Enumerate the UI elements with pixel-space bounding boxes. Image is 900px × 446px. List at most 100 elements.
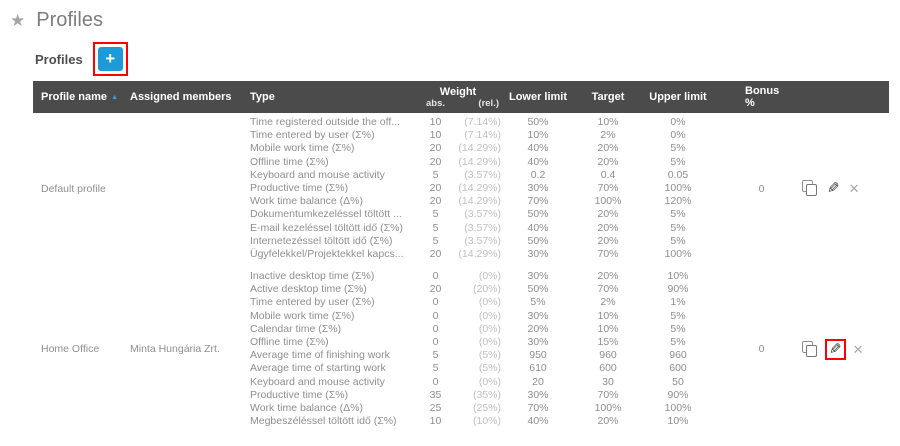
profile-group: Home Office Minta Hungária Zrt. Inactive…: [33, 270, 889, 428]
cell-upper: 10%: [667, 415, 689, 428]
edit-profile-icon[interactable]: ✎: [829, 340, 842, 358]
header-target: Target: [591, 91, 625, 103]
cell-rel: (0%): [478, 270, 501, 283]
cell-abs: 5: [432, 349, 439, 362]
table-row: Active desktop time (Σ%) 20 (20%) 50% 70% 90%: [248, 283, 713, 296]
cell-rel: (14.29%): [458, 155, 501, 168]
cell-rel: (14.29%): [458, 195, 501, 208]
cell-upper: 1%: [670, 296, 686, 309]
cell-target: 70%: [597, 247, 619, 260]
cell-upper: 0%: [670, 116, 686, 128]
cell-rel: (5%): [478, 362, 501, 375]
cell-lower: 30%: [527, 247, 549, 260]
cell-rel: (3.57%): [464, 168, 501, 181]
cell-type: E-mail kezeléssel töltött idő (Σ%): [250, 221, 403, 234]
cell-target: 10%: [597, 322, 619, 335]
assigned-members-cell: Minta Hungária Zrt.: [130, 343, 220, 356]
cell-lower: 30%: [527, 270, 549, 283]
header-profile-name[interactable]: Profile name ▲: [33, 81, 130, 113]
cell-upper: 960: [669, 349, 687, 362]
cell-type: Megbeszéléssel töltött idő (Σ%): [250, 415, 397, 428]
cell-upper: 120%: [664, 195, 692, 208]
cell-abs: 20: [429, 181, 442, 194]
cell-rel: (0%): [478, 309, 501, 322]
row-actions: ✎ ✕: [778, 180, 889, 197]
cell-type: Average time of finishing work: [250, 349, 390, 362]
table-row: Dokumentumkezeléssel töltött ... 5 (3.57%)…: [248, 208, 713, 221]
cell-lower: 5%: [530, 296, 546, 309]
edit-profile-icon[interactable]: ✎: [827, 180, 840, 198]
delete-profile-icon[interactable]: ✕: [848, 181, 860, 197]
profile-name-cell: Home Office: [41, 343, 100, 356]
cell-type: Time entered by user (Σ%): [250, 129, 375, 142]
cell-type: Internetezéssel töltött idő (Σ%): [250, 234, 393, 247]
page-title: Profiles: [36, 9, 103, 31]
cell-abs: 0: [432, 270, 439, 283]
cell-target: 20%: [597, 221, 619, 234]
bonus-cell: 0: [758, 182, 765, 195]
cell-lower: 70%: [527, 401, 549, 414]
copy-profile-icon[interactable]: [802, 180, 818, 197]
cell-target: 20%: [597, 155, 619, 168]
cell-type: Calendar time (Σ%): [250, 322, 342, 335]
cell-abs: 5: [432, 362, 439, 375]
cell-target: 70%: [597, 181, 619, 194]
cell-abs: 0: [432, 322, 439, 335]
cell-target: 100%: [594, 401, 622, 414]
cell-lower: 0.2: [530, 168, 546, 181]
header-type: Type: [250, 91, 275, 103]
cell-rel: (10%): [472, 415, 501, 428]
table-row: Average time of starting work 5 (5%) 610 600…: [248, 362, 713, 375]
cell-rel: (0%): [478, 296, 501, 309]
cell-target: 2%: [600, 129, 616, 142]
cell-target: 20%: [597, 142, 619, 155]
cell-lower: 610: [529, 362, 547, 375]
cell-target: 30: [602, 375, 614, 388]
cell-rel: (0%): [478, 322, 501, 335]
cell-type: Keyboard and mouse activity: [250, 168, 385, 181]
cell-abs: 10: [429, 415, 442, 428]
cell-abs: 20: [429, 155, 442, 168]
sort-asc-icon: ▲: [111, 93, 118, 101]
cell-lower: 40%: [527, 415, 549, 428]
header-weight: Weight: [439, 85, 477, 98]
cell-rel: (14.29%): [458, 247, 501, 260]
type-rows: Inactive desktop time (Σ%) 0 (0%) 30% 20% 10%…: [248, 270, 713, 428]
header-bonus: Bonus %: [745, 85, 780, 109]
cell-lower: 50%: [527, 116, 549, 128]
cell-target: 20%: [597, 270, 619, 283]
delete-profile-icon[interactable]: ✕: [852, 341, 864, 357]
profile-name-cell: Default profile: [41, 182, 106, 195]
table-row: Keyboard and mouse activity 5 (3.57%) 0.2 0.…: [248, 169, 713, 182]
cell-type: Ügyfelekkel/Projektekkel kapcs...: [250, 247, 404, 260]
cell-lower: 50%: [527, 208, 549, 221]
cell-abs: 5: [432, 208, 439, 221]
cell-upper: 0.05: [667, 168, 689, 181]
cell-abs: 0: [432, 309, 439, 322]
cell-target: 70%: [597, 283, 619, 296]
cell-type: Work time balance (Δ%): [250, 195, 364, 208]
table-row: E-mail kezeléssel töltött idő (Σ%) 5 (3.57…: [248, 222, 713, 235]
cell-lower: 10%: [527, 129, 549, 142]
table-row: Ügyfelekkel/Projektekkel kapcs... 20 (14.2…: [248, 248, 713, 261]
add-profile-button[interactable]: +: [97, 47, 123, 71]
cell-upper: 90%: [667, 283, 689, 296]
header-weight-rel: (rel.): [478, 97, 499, 109]
cell-type: Average time of starting work: [250, 362, 386, 375]
cell-lower: 20%: [527, 322, 549, 335]
cell-upper: 5%: [670, 221, 686, 234]
cell-lower: 30%: [527, 336, 549, 348]
cell-type: Work time balance (Δ%): [250, 401, 364, 414]
copy-profile-icon[interactable]: [802, 340, 818, 358]
content: Profiles + Profile name ▲ Assigned membe…: [33, 42, 889, 428]
table-row: Average time of finishing work 5 (5%) 950 96…: [248, 349, 713, 362]
table-row: Productive time (Σ%) 35 (35%) 30% 70% 90%: [248, 389, 713, 402]
type-rows: Time registered outside the off... 10 (7.1…: [248, 116, 713, 261]
cell-abs: 25: [429, 401, 442, 414]
cell-target: 70%: [597, 388, 619, 401]
cell-target: 10%: [597, 309, 619, 322]
cell-abs: 20: [429, 283, 442, 296]
cell-target: 10%: [597, 116, 619, 128]
cell-type: Offline time (Σ%): [250, 155, 329, 168]
table-row: Inactive desktop time (Σ%) 0 (0%) 30% 20% 10%: [248, 270, 713, 283]
